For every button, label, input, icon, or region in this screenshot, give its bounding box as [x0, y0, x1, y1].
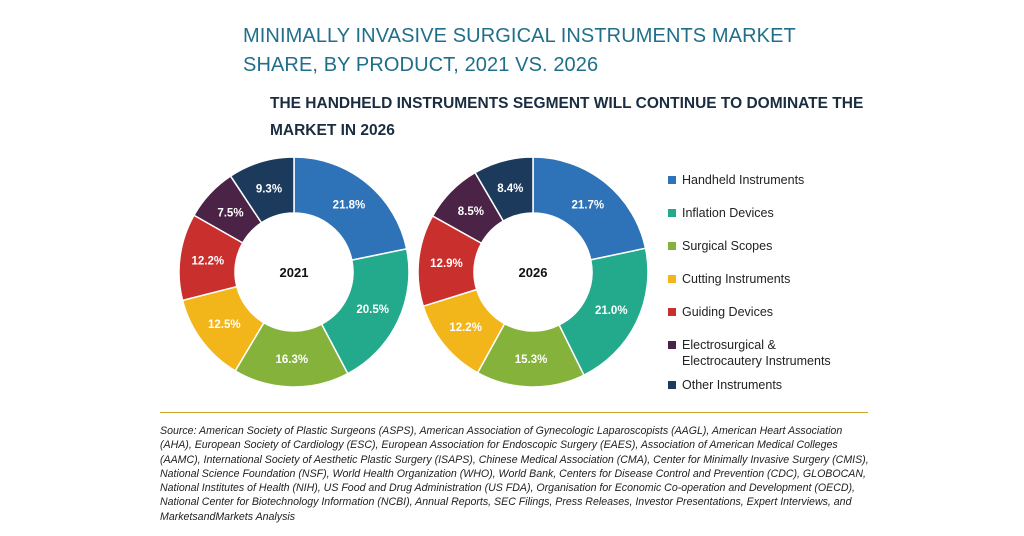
slice-2026-handheld — [532, 156, 647, 261]
legend-swatch — [668, 242, 676, 250]
legend-label: Other Instruments — [682, 378, 783, 392]
legend-label: Guiding Devices — [682, 305, 774, 319]
legend-label: Cutting Instruments — [682, 272, 791, 286]
chart-title: MINIMALLY INVASIVE SURGICAL INSTRUMENTS … — [243, 25, 796, 76]
data-label-2021-inflation: 20.5% — [356, 304, 389, 316]
data-label-2021-handheld: 21.8% — [333, 200, 366, 212]
center-label-2026: 2026 — [519, 265, 548, 280]
data-label-2021-guiding: 12.2% — [191, 255, 224, 267]
legend-swatch — [668, 176, 676, 184]
legend-swatch — [668, 341, 676, 349]
legend-swatch — [668, 308, 676, 316]
legend-label: Inflation Devices — [682, 206, 774, 220]
slice-2021-inflation — [320, 247, 410, 375]
source-divider — [160, 412, 868, 413]
data-label-2021-other: 9.3% — [256, 184, 282, 196]
data-label-2026-scopes: 15.3% — [515, 354, 548, 366]
data-label-2026-other: 8.4% — [497, 183, 523, 195]
data-label-2021-electrosurgical: 7.5% — [217, 208, 243, 220]
legend-label: Electrosurgical & Electrocautery Instrum… — [682, 338, 831, 368]
data-label-2026-handheld: 21.7% — [572, 199, 605, 211]
source-note: Source: American Society of Plastic Surg… — [160, 425, 869, 523]
chart-subtitle: THE HANDHELD INSTRUMENTS SEGMENT WILL CO… — [270, 95, 864, 139]
legend-swatch — [668, 275, 676, 283]
legend-label: Handheld Instruments — [682, 173, 805, 187]
donut-charts: 21.8% 20.5% 16.3% 12.5% 12.2% 7.5% 9.3% 2021 21.… — [178, 156, 649, 388]
center-label-2021: 2021 — [280, 265, 309, 280]
data-label-2026-inflation: 21.0% — [595, 305, 628, 317]
slice-2026-other — [474, 156, 534, 223]
slice-2021-handheld — [293, 156, 408, 262]
data-label-2026-electrosurgical: 8.5% — [458, 206, 484, 218]
data-label-2026-cutting: 12.2% — [449, 322, 482, 334]
slice-2021-other — [229, 156, 295, 224]
data-label-2021-cutting: 12.5% — [208, 319, 241, 331]
legend-label: Surgical Scopes — [682, 239, 773, 253]
legend-swatch — [668, 381, 676, 389]
legend-swatch — [668, 209, 676, 217]
data-label-2021-scopes: 16.3% — [276, 354, 309, 366]
data-label-2026-guiding: 12.9% — [430, 258, 463, 270]
